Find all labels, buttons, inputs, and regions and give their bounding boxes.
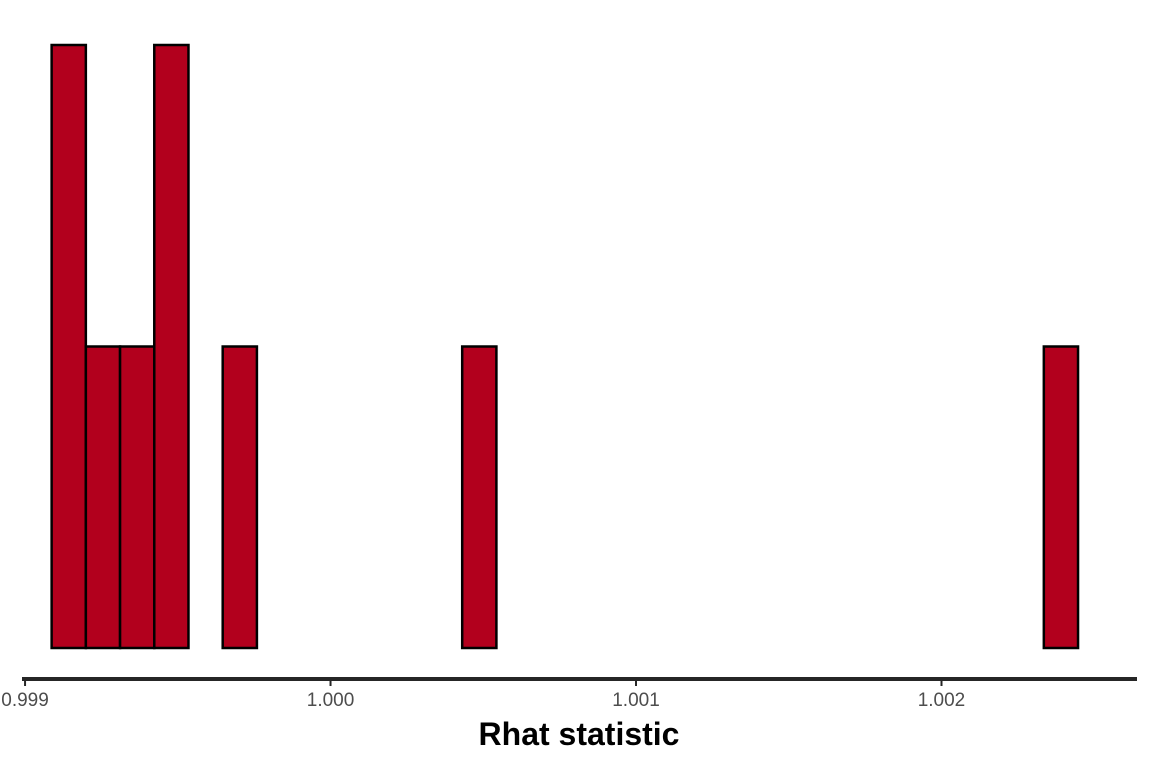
histogram-bar [460, 345, 498, 650]
histogram-bar [153, 43, 190, 650]
x-axis-ticks: 0.999 1.000 1.001 1.002 [1, 679, 965, 711]
histogram-bars [50, 43, 1080, 650]
histogram-bar [84, 345, 122, 650]
x-tick-label: 0.999 [1, 690, 49, 711]
x-axis-title: Rhat statistic [479, 716, 680, 752]
histogram-bar [1042, 345, 1080, 650]
histogram-bar [221, 345, 259, 650]
histogram-bar [118, 345, 156, 650]
x-tick-label: 1.001 [612, 690, 660, 711]
x-tick-label: 1.002 [918, 690, 966, 711]
histogram-bar [50, 43, 88, 650]
x-tick-label: 1.000 [307, 690, 355, 711]
